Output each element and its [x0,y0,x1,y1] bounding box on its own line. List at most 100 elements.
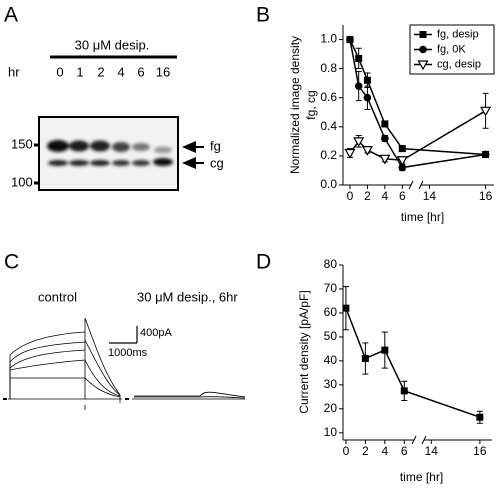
marker [419,45,427,54]
marker-label: 100 [11,174,33,189]
x-tick-label: 14 [425,444,439,458]
time-label: hr [8,64,20,79]
axis-break [408,180,414,190]
y-tick-label: 0.2 [320,148,337,162]
trace [9,331,86,399]
trace [9,341,86,399]
axis-break [421,435,427,445]
band-arrow [182,141,196,153]
marker [363,76,371,84]
band-label: cg [210,155,224,170]
trace [84,317,121,399]
marker [419,31,427,38]
marker-label: 150 [11,136,33,151]
y-tick-label: 0.4 [320,119,337,133]
marker [381,120,389,128]
marker [480,106,492,117]
y-tick-label: 50 [324,329,338,343]
lane-label: 6 [137,64,144,79]
legend-label: fg, desip [437,28,479,40]
blot-frame [38,116,179,191]
panel-label: A [4,4,18,27]
trace-label: control [38,289,77,304]
y-axis-label: Current density [pA/pF] [297,290,311,413]
trace-label: 30 μM desip., 6hr [137,289,238,304]
band-arrow [182,157,196,169]
lane-label: 0 [56,64,63,79]
marker [379,154,391,165]
marker [481,150,490,159]
marker [342,304,350,312]
x-tick-label: 2 [364,189,371,203]
axis-break [411,435,417,445]
scale-label: 400pA [140,327,172,339]
panel-label: C [4,251,19,274]
x-tick-label: 2 [362,444,369,458]
y-tick-label: 1.0 [320,32,337,46]
scale-label: 1000ms [108,347,148,359]
trace [84,399,121,410]
panel-label: D [256,251,271,274]
trace [9,359,86,399]
lane-label: 1 [76,64,83,79]
marker [398,163,407,172]
trace [134,391,246,398]
y-tick-label: 0.6 [320,90,337,104]
marker [381,346,389,354]
panel-label: B [256,4,270,27]
marker [354,82,363,90]
x-axis-label: time [hr] [400,470,443,484]
x-tick-label: 4 [382,189,389,203]
x-tick-label: 0 [347,189,354,203]
marker [355,54,363,62]
marker [346,35,354,44]
legend-label: fg, 0K [437,43,466,55]
marker [344,148,356,159]
y-tick-label: 10 [324,425,338,439]
y-tick-label: 30 [324,377,338,391]
trace [84,377,121,398]
marker [476,413,484,421]
marker [353,137,365,148]
marker [381,134,389,143]
blot-panel: 30 μM desip. hr 0 1 2 4 6 16 150 100 [8,37,224,191]
marker [398,145,406,153]
trace [134,396,246,399]
lane-label: 4 [117,64,124,79]
legend-label: cg, desip [437,58,481,70]
axis-break [418,180,424,190]
blot-bands [47,140,173,166]
series-line [349,39,486,169]
y-tick-label: 70 [324,281,338,295]
marker [363,93,372,102]
y-tick-label: 0.0 [320,177,337,191]
x-tick-label: 16 [479,189,493,203]
x-tick-label: 6 [399,189,406,203]
x-tick-label: 0 [343,444,350,458]
trace [84,359,121,397]
y-tick-label: 40 [324,353,338,367]
lane-label: 16 [156,64,170,79]
lane-label: 2 [97,64,104,79]
trace [9,377,85,399]
band-label: fg [210,138,221,153]
y-tick-label: 20 [324,401,338,415]
y-tick-label: 0.8 [320,61,337,75]
y-tick-label: 80 [324,257,338,271]
marker [361,145,373,156]
traces-panel: control 30 μM desip., 6hr 400pA 1000ms [3,289,246,410]
trace [9,349,86,399]
marker [396,156,408,166]
y-axis-label: fg, cg [304,90,318,119]
marker [417,60,429,71]
x-tick-label: 6 [401,444,408,458]
marker [361,354,369,362]
trace [84,339,121,396]
x-tick-label: 14 [423,189,437,203]
series-line [345,307,481,418]
marker [400,387,408,395]
y-axis-label: Normalized image density [288,36,302,174]
x-tick-label: 4 [381,444,388,458]
x-tick-label: 16 [473,444,487,458]
